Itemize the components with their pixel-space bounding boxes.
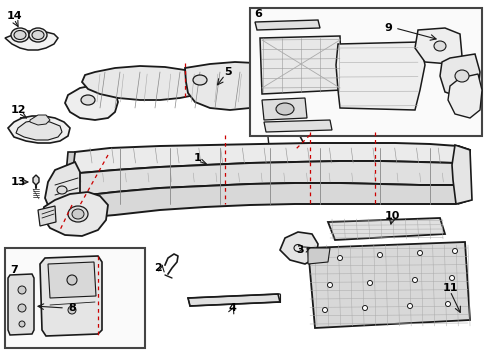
Polygon shape <box>68 182 470 218</box>
Polygon shape <box>440 54 480 98</box>
Polygon shape <box>415 28 462 64</box>
Polygon shape <box>452 145 472 204</box>
Text: 13: 13 <box>10 177 25 187</box>
Polygon shape <box>62 152 75 218</box>
Ellipse shape <box>368 280 372 285</box>
Ellipse shape <box>455 70 469 82</box>
Polygon shape <box>188 294 280 306</box>
Ellipse shape <box>67 275 77 285</box>
Polygon shape <box>255 20 320 30</box>
Ellipse shape <box>322 307 327 312</box>
Ellipse shape <box>11 28 29 42</box>
Ellipse shape <box>338 256 343 261</box>
Polygon shape <box>458 146 470 204</box>
Polygon shape <box>328 218 445 240</box>
Ellipse shape <box>413 278 417 283</box>
Ellipse shape <box>263 85 277 95</box>
Ellipse shape <box>449 275 455 280</box>
Ellipse shape <box>14 31 26 40</box>
Ellipse shape <box>377 252 383 257</box>
Ellipse shape <box>417 251 422 256</box>
Polygon shape <box>45 162 80 215</box>
Polygon shape <box>8 116 70 143</box>
Polygon shape <box>48 262 96 298</box>
Text: 1: 1 <box>194 153 202 163</box>
Ellipse shape <box>363 306 368 310</box>
Ellipse shape <box>452 248 458 253</box>
Text: 12: 12 <box>10 105 26 115</box>
Polygon shape <box>264 120 332 132</box>
Ellipse shape <box>68 306 76 314</box>
Polygon shape <box>30 115 50 125</box>
Polygon shape <box>448 74 482 118</box>
Text: 8: 8 <box>68 303 76 313</box>
Polygon shape <box>82 66 205 100</box>
Polygon shape <box>40 256 102 336</box>
Text: 4: 4 <box>228 303 236 313</box>
Polygon shape <box>308 248 330 264</box>
Ellipse shape <box>445 302 450 306</box>
Polygon shape <box>185 62 280 110</box>
Text: 9: 9 <box>384 23 392 33</box>
Ellipse shape <box>72 209 84 219</box>
Polygon shape <box>33 175 39 185</box>
Polygon shape <box>336 42 425 110</box>
Polygon shape <box>16 120 62 140</box>
Polygon shape <box>280 232 318 264</box>
Polygon shape <box>68 161 468 196</box>
Ellipse shape <box>29 28 47 42</box>
Polygon shape <box>8 274 34 335</box>
Ellipse shape <box>18 286 26 294</box>
Polygon shape <box>308 242 470 328</box>
Text: 11: 11 <box>442 283 458 293</box>
Ellipse shape <box>32 31 44 40</box>
Text: 6: 6 <box>254 9 262 19</box>
Text: 5: 5 <box>224 67 232 77</box>
Polygon shape <box>42 192 108 236</box>
Ellipse shape <box>276 103 294 115</box>
Text: 14: 14 <box>6 11 22 21</box>
Polygon shape <box>5 31 58 50</box>
Text: 10: 10 <box>384 211 400 221</box>
Ellipse shape <box>327 283 333 288</box>
Text: 3: 3 <box>296 245 304 255</box>
Ellipse shape <box>193 75 207 85</box>
Polygon shape <box>260 36 342 94</box>
Text: 7: 7 <box>10 265 18 275</box>
Ellipse shape <box>81 95 95 105</box>
Ellipse shape <box>57 186 67 194</box>
Polygon shape <box>65 85 118 120</box>
Ellipse shape <box>408 303 413 309</box>
Bar <box>250 8 482 136</box>
Ellipse shape <box>68 206 88 222</box>
Bar <box>5 248 145 348</box>
Polygon shape <box>38 206 56 226</box>
Ellipse shape <box>19 321 25 327</box>
Polygon shape <box>68 143 470 175</box>
Polygon shape <box>255 76 305 112</box>
Ellipse shape <box>434 41 446 51</box>
Text: 2: 2 <box>154 263 162 273</box>
Ellipse shape <box>18 304 26 312</box>
Polygon shape <box>262 98 307 120</box>
